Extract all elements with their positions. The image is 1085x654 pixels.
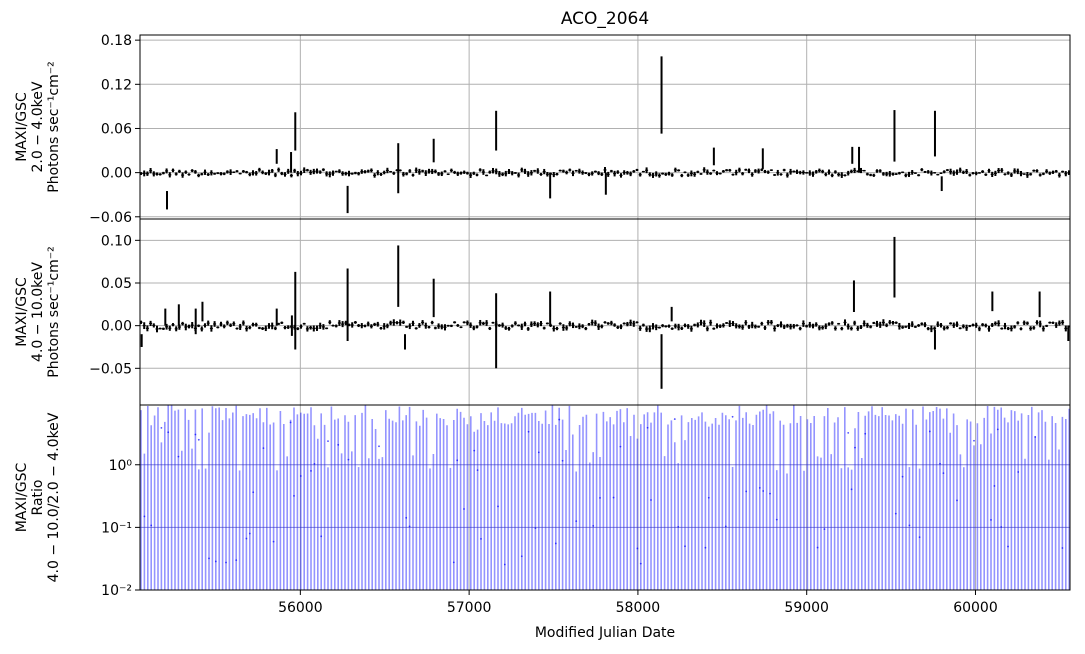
y-tick-label: 0.00 [101,319,132,335]
x-tick-label: 60000 [953,600,998,616]
y-tick-label: 10⁻² [101,583,132,599]
x-tick-label: 59000 [784,600,829,616]
y-tick-label: 0.00 [101,166,132,182]
x-tick-label: 56000 [278,600,323,616]
y-tick-label: 10⁻¹ [101,520,132,536]
y-axis-label: MAXI/GSC4.0 − 10.0keVPhotons sec⁻¹cm⁻² [14,246,62,378]
y-axis-label: MAXI/GSC2.0 − 4.0keVPhotons sec⁻¹cm⁻² [14,61,62,193]
ratio-panel: 10⁻² 10⁻¹ 10⁰ MAXI/GSCRatio4.0 − 10.0/2.0 −… [14,404,1071,616]
panel-frame [139,404,1071,591]
y-axis-label: MAXI/GSCRatio4.0 − 10.0/2.0 − 4.0keV [14,412,62,582]
noise-points [140,167,1070,178]
y-tick-label: −0.06 [89,210,132,226]
noise-points [140,319,1070,333]
x-axis-label: Modified Julian Date [535,625,675,641]
y-tick-label: 0.06 [101,121,132,137]
y-tick-label: 0.05 [101,276,132,292]
y-tick-label: 0.18 [101,33,132,49]
y-tick-label: 0.12 [101,77,132,93]
y-tick-label: 10⁰ [109,458,133,474]
soft-band-panel: −0.06 0.00 0.06 0.12 0.18 MAXI/GSC2.0 − 4.0ke… [14,33,1071,226]
y-tick-label: −0.05 [89,361,132,377]
hard-band-panel: −0.05 0.00 0.05 0.10 MAXI/GSC4.0 − 10.0keVPh… [14,218,1071,406]
ratio-error-bars [140,405,1070,590]
x-tick-label: 58000 [616,600,661,616]
chart-title: ACO_2064 [561,9,649,29]
y-tick-label: 0.10 [101,233,132,249]
x-tick-label: 57000 [447,600,492,616]
panel-frame [139,218,1071,406]
